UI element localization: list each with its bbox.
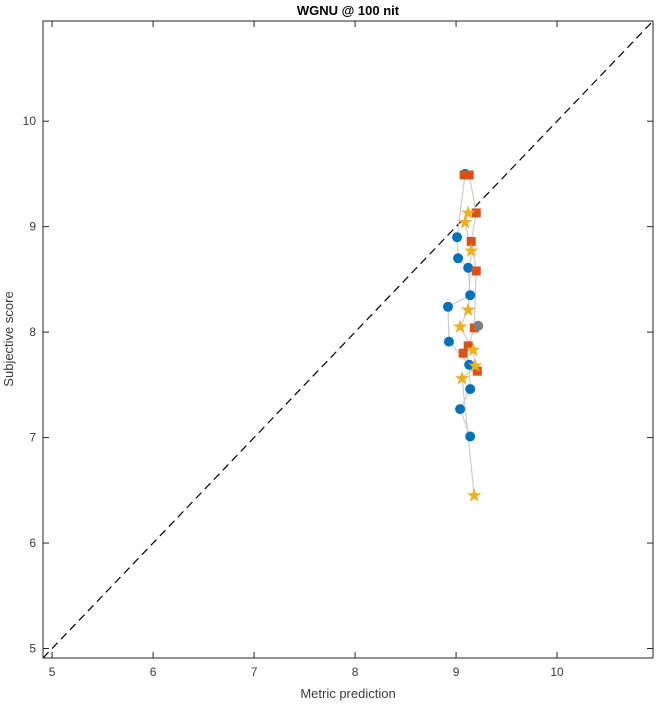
yellow-stars-marker [464, 243, 479, 257]
y-tick-label: 8 [29, 325, 36, 339]
blue-circles-marker [455, 404, 466, 415]
y-tick-label: 6 [29, 536, 36, 550]
blue-circles-marker [442, 301, 453, 312]
y-tick-label: 9 [29, 220, 36, 234]
x-tick-label: 5 [49, 665, 56, 679]
orange-squares-marker [458, 348, 468, 358]
yellow-stars-marker [461, 302, 476, 317]
gray-circle-marker [473, 320, 484, 331]
orange-squares-marker [471, 266, 481, 276]
identity-reference-line [42, 20, 654, 659]
blue-circles-marker [453, 253, 464, 264]
yellow-stars-marker [466, 342, 481, 357]
x-tick-label: 9 [453, 665, 460, 679]
yellow-stars-marker [467, 488, 482, 502]
blue-circles-marker [464, 359, 475, 370]
y-tick-label: 7 [29, 431, 36, 445]
blue-circles-marker [443, 336, 454, 347]
x-tick-label: 7 [251, 665, 258, 679]
blue-circles-marker [465, 384, 476, 395]
orange-squares-marker [471, 208, 481, 218]
orange-squares-marker [464, 170, 474, 180]
yellow-stars-marker [452, 319, 468, 333]
y-tick-label: 5 [29, 642, 36, 656]
blue-circles-marker [465, 431, 476, 442]
orange-squares-marker [466, 236, 476, 246]
x-tick-label: 6 [150, 665, 157, 679]
yellow-stars-marker [468, 358, 483, 372]
y-axis-label: Subjective score [1, 291, 16, 386]
axes-box [42, 20, 654, 659]
orange-squares-marker [459, 170, 469, 180]
y-tick-label: 10 [23, 114, 37, 128]
x-axis-label: Metric prediction [300, 686, 395, 701]
yellow-stars-marker [454, 371, 470, 385]
chart-title: WGNU @ 100 nit [297, 3, 400, 18]
plot-area: 5 6 7 8 9 10 5 6 7 8 9 10 [23, 20, 654, 679]
x-tick-label: 10 [550, 665, 564, 679]
yellow-stars-marker [458, 214, 473, 229]
blue-circles-marker [465, 290, 476, 301]
blue-circles-marker [463, 262, 474, 273]
orange-squares-marker [463, 341, 473, 351]
x-tick-label: 8 [352, 665, 359, 679]
yellow-stars-marker [461, 205, 476, 220]
orange-squares-marker [472, 366, 482, 376]
blue-circles-marker [452, 232, 463, 243]
